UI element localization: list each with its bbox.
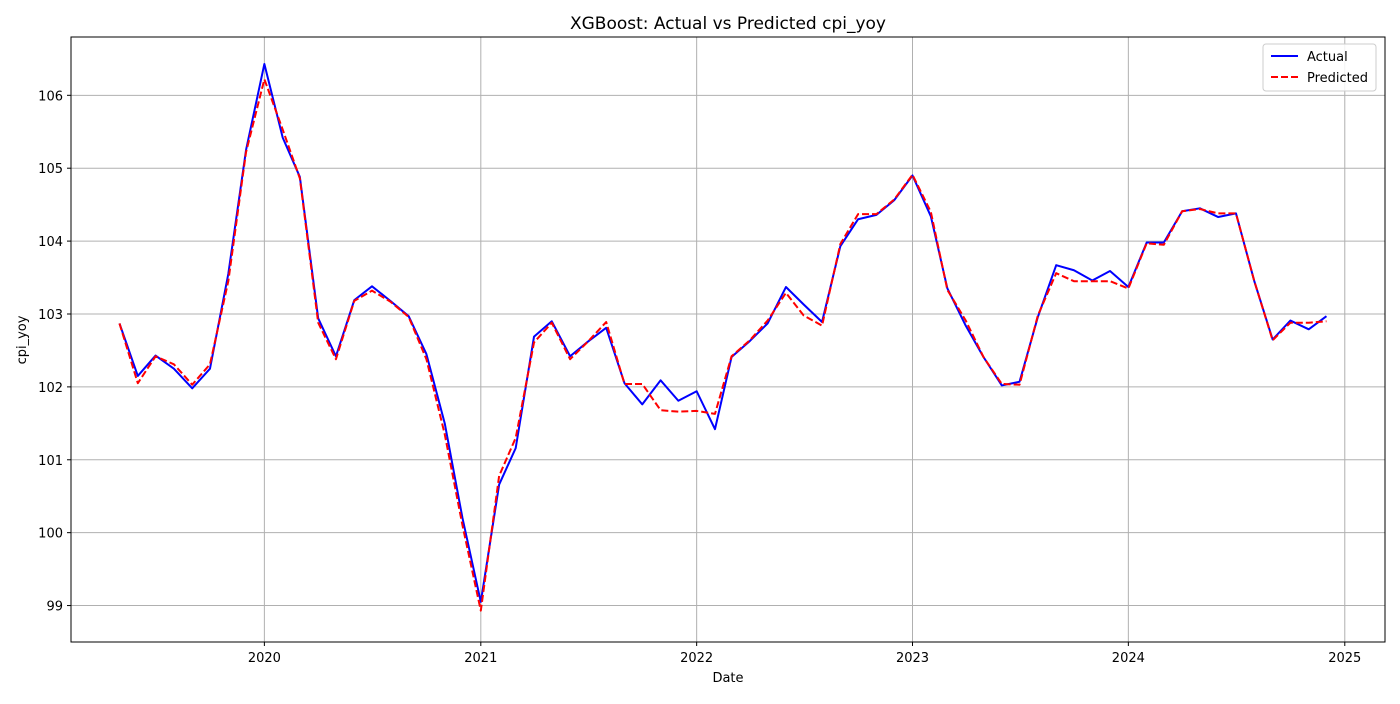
x-tick-label: 2025 (1328, 651, 1361, 666)
x-tick-label: 2022 (680, 651, 713, 666)
y-tick-label: 104 (38, 235, 63, 250)
y-tick-label: 103 (38, 308, 63, 323)
series-layer (118, 62, 1328, 612)
y-axis-label: cpi_yoy (15, 315, 30, 364)
x-tick-label: 2021 (464, 651, 497, 666)
x-axis-label: Date (712, 671, 743, 686)
series-line-predicted (118, 78, 1327, 612)
y-tick-label: 100 (38, 527, 63, 542)
y-tick-label: 105 (38, 162, 63, 177)
legend-label-predicted: Predicted (1307, 71, 1368, 86)
legend-label-actual: Actual (1307, 50, 1348, 65)
legend: Actual Predicted (1262, 43, 1377, 92)
y-tick-label: 102 (38, 381, 63, 396)
y-tick-label: 99 (46, 600, 63, 615)
grid (71, 37, 1385, 642)
ticks: 2020 2021 2022 2023 2024 2025 99 100 101 102 103 10… (38, 89, 1361, 666)
series-line-actual (118, 62, 1328, 603)
plot-area-frame (70, 36, 1386, 643)
y-tick-label: 106 (38, 89, 63, 104)
x-tick-label: 2024 (1112, 651, 1145, 666)
x-tick-label: 2023 (896, 651, 929, 666)
chart-title: XGBoost: Actual vs Predicted cpi_yoy (570, 14, 886, 34)
x-tick-label: 2020 (248, 651, 281, 666)
y-tick-label: 101 (38, 454, 63, 469)
